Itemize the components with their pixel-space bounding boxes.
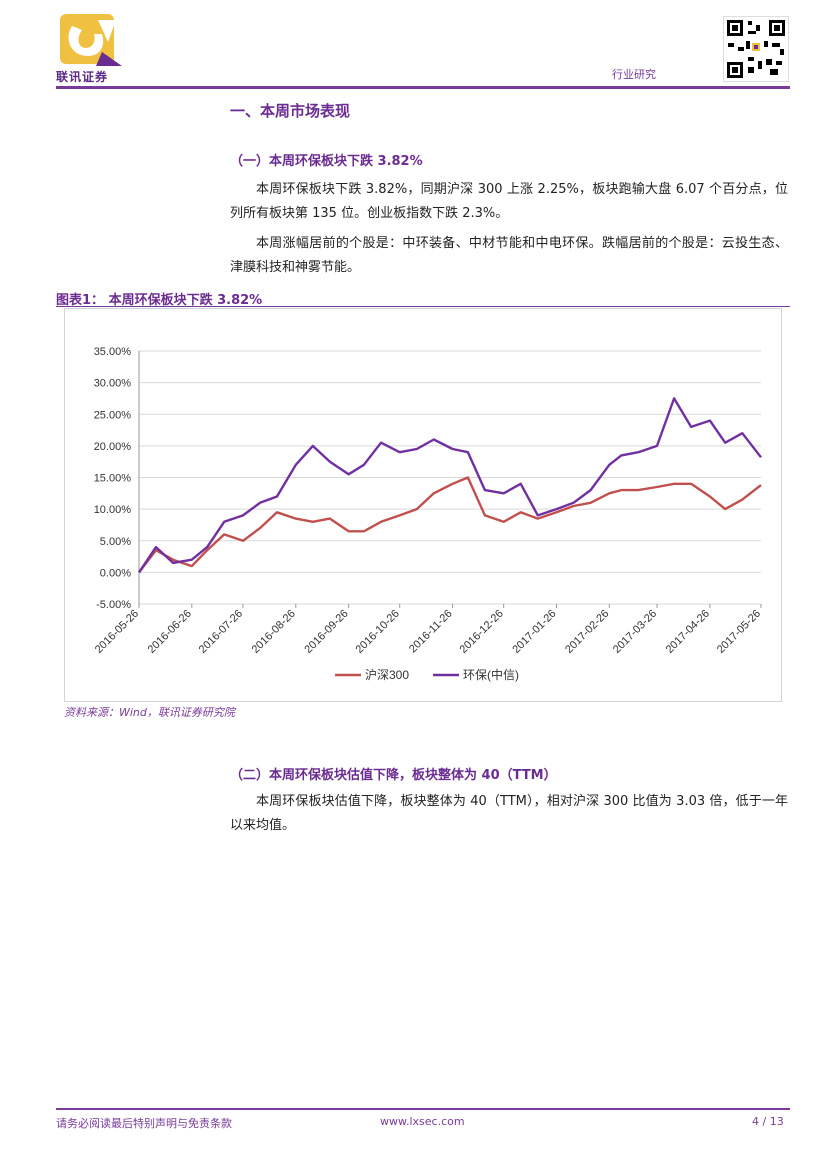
y-tick-label: 35.00% xyxy=(94,346,132,358)
x-tick-label: 2016-08-26 xyxy=(250,608,298,656)
figure-caption: 图表1： 本周环保板块下跌 3.82% xyxy=(56,293,263,308)
subsection-heading-2: （二）本周环保板块估值下降，板块整体为 40（TTM） xyxy=(230,768,557,783)
legend-label-env: 环保(中信) xyxy=(463,667,519,682)
y-tick-label: 5.00% xyxy=(100,536,131,548)
section-heading: 一、本周市场表现 xyxy=(230,102,351,120)
y-tick-label: 10.00% xyxy=(94,504,132,516)
x-tick-label: 2017-05-26 xyxy=(715,608,763,656)
x-tick-label: 2017-03-26 xyxy=(611,608,659,656)
series-line-env xyxy=(138,397,762,574)
x-tick-label: 2016-09-26 xyxy=(302,608,350,656)
x-tick-label: 2017-01-26 xyxy=(510,608,558,656)
company-logo: 联讯证券 xyxy=(56,12,128,84)
chart-source: 资料来源：Wind，联讯证券研究院 xyxy=(64,706,235,719)
footer-disclaimer: 请务必阅读最后特别声明与免责条款 xyxy=(56,1117,232,1130)
company-name: 联讯证券 xyxy=(56,70,109,84)
y-tick-label: 15.00% xyxy=(94,473,132,485)
y-tick-label: 25.00% xyxy=(94,409,132,421)
figure-divider xyxy=(56,306,790,307)
y-tick-label: 30.00% xyxy=(94,378,132,390)
report-type: 行业研究 xyxy=(612,68,656,81)
y-tick-label: 20.00% xyxy=(94,441,132,453)
x-tick-label: 2016-05-26 xyxy=(93,608,141,656)
x-tick-label: 2017-04-26 xyxy=(664,608,712,656)
y-tick-label: 0.00% xyxy=(100,567,131,579)
page-number: 4 / 13 xyxy=(752,1115,784,1128)
x-tick-label: 2017-02-26 xyxy=(563,608,611,656)
x-tick-label: 2016-07-26 xyxy=(197,608,245,656)
line-chart: -5.00% 0.00% 5.00% 10.00% 15.00% 20.00% 25.00%… xyxy=(93,346,763,682)
paragraph-2: 本周涨幅居前的个股是：中环装备、中材节能和中电环保。跌幅居前的个股是：云投生态、… xyxy=(230,236,788,275)
subsection-heading-1: （一）本周环保板块下跌 3.82% xyxy=(230,154,423,169)
chart-frame: -5.00% 0.00% 5.00% 10.00% 15.00% 20.00% 25.00%… xyxy=(64,308,782,702)
qr-code-icon xyxy=(723,16,789,82)
paragraph-3: 本周环保板块估值下降，板块整体为 40（TTM），相对沪深 300 比值为 3.… xyxy=(230,794,788,833)
x-tick-label: 2016-11-26 xyxy=(407,608,455,656)
x-tick-label: 2016-10-26 xyxy=(354,608,402,656)
header-divider xyxy=(56,86,790,89)
legend-label-hs300: 沪深300 xyxy=(365,668,409,682)
series-line-hs300 xyxy=(138,476,762,574)
x-tick-label: 2016-06-26 xyxy=(146,608,194,656)
footer-divider xyxy=(56,1108,790,1110)
y-tick-label: -5.00% xyxy=(96,599,131,611)
paragraph-1: 本周环保板块下跌 3.82%，同期沪深 300 上涨 2.25%，板块跑输大盘 … xyxy=(230,182,788,221)
company-logo-icon xyxy=(60,14,122,66)
x-tick-label: 2016-12-26 xyxy=(458,608,506,656)
footer-website[interactable]: www.lxsec.com xyxy=(380,1115,465,1128)
